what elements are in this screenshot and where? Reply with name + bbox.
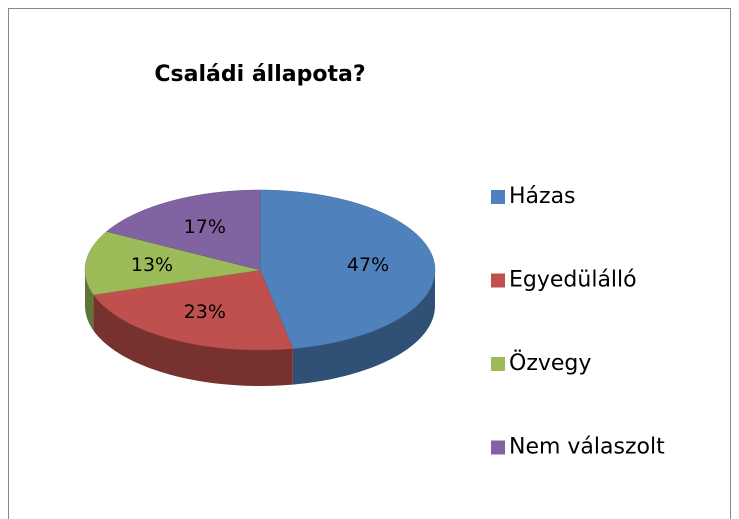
pie-slice [93,269,294,351]
pie-slice [259,189,436,349]
pie-slice-side [85,270,94,331]
legend-swatch [491,357,505,371]
data-label: 47% [347,254,389,276]
pie-slice [84,231,261,295]
legend-swatch [491,440,505,455]
legend-label: Egyedülálló [509,268,637,293]
data-label: 13% [131,254,173,276]
legend-label: Özvegy [509,350,591,376]
legend-swatch [491,190,505,204]
legend-label: Házas [509,184,576,209]
chart-title: Családi állapota? [154,62,365,87]
pie-slice [106,189,261,271]
pie-slice-side [93,294,293,386]
legend-swatch [491,273,505,288]
pie-slice-side [292,270,435,385]
data-label: 23% [184,301,226,323]
data-label: 17% [184,216,226,238]
legend-label: Nem válaszolt [509,435,665,460]
